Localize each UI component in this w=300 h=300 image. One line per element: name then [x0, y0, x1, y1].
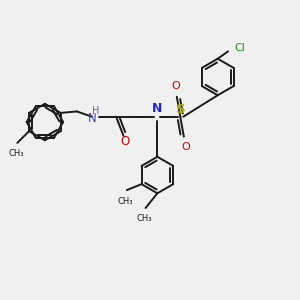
Text: O: O — [181, 142, 190, 152]
Text: CH₃: CH₃ — [118, 196, 133, 206]
Text: S: S — [176, 103, 185, 116]
Text: Cl: Cl — [234, 44, 245, 53]
Text: O: O — [171, 81, 180, 92]
Text: H: H — [92, 106, 99, 116]
Text: N: N — [88, 112, 97, 125]
Text: O: O — [120, 135, 130, 148]
Text: CH₃: CH₃ — [8, 149, 24, 158]
Text: CH₃: CH₃ — [136, 214, 152, 224]
Text: N: N — [152, 102, 163, 115]
